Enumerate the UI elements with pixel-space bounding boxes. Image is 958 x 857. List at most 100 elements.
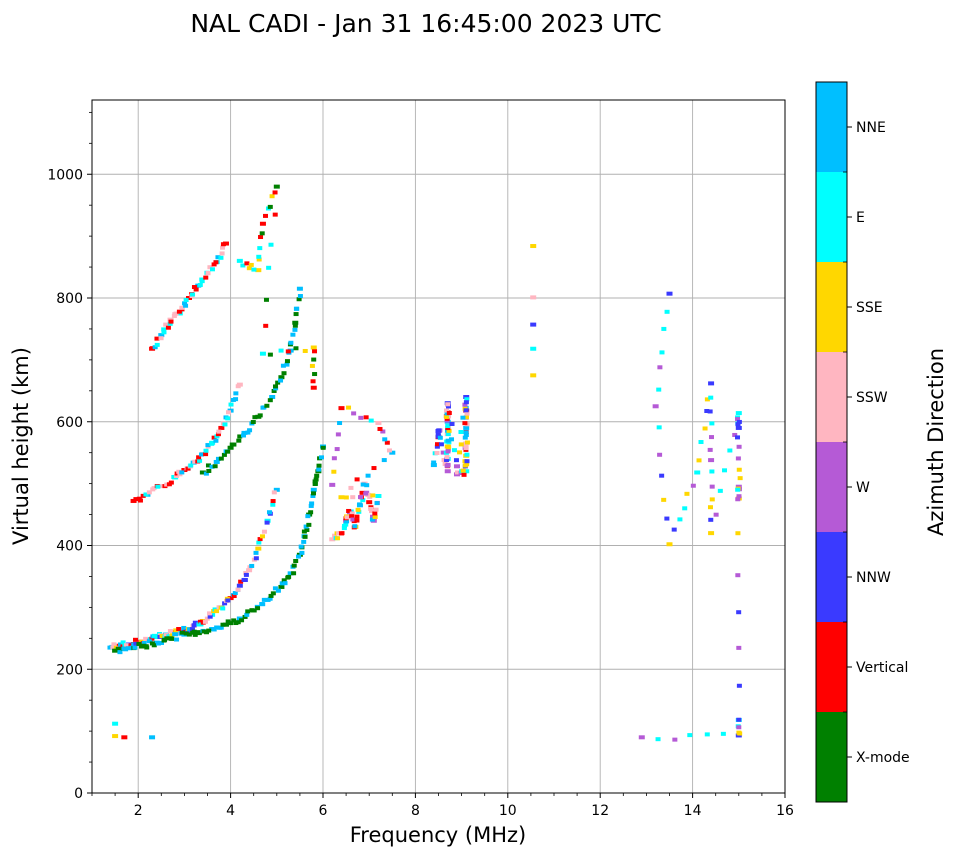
- echo-point: [293, 306, 299, 311]
- echo-point: [266, 265, 272, 270]
- echo-point: [677, 517, 683, 522]
- echo-point: [232, 591, 238, 596]
- echo-point: [268, 242, 274, 247]
- echo-point: [256, 257, 262, 262]
- echo-point: [203, 275, 209, 280]
- echo-point: [125, 646, 132, 651]
- echo-point: [687, 733, 693, 738]
- echo-point: [259, 221, 266, 226]
- echo-point: [268, 593, 274, 598]
- echo-point: [367, 494, 373, 499]
- echo-point: [312, 349, 318, 354]
- echo-point: [354, 477, 360, 482]
- echo-point: [449, 421, 455, 426]
- echo-point: [158, 333, 165, 338]
- echo-point: [708, 517, 714, 522]
- echo-point: [271, 388, 277, 393]
- echo-point: [382, 437, 388, 442]
- colorbar-label-ssw: SSW: [856, 390, 888, 406]
- y-axis-label: Virtual height (km): [9, 347, 33, 545]
- echo-point: [357, 502, 363, 507]
- echo-point: [255, 546, 262, 551]
- echo-point: [461, 472, 467, 477]
- echo-point: [310, 385, 317, 390]
- y-tick-label: 800: [56, 291, 83, 307]
- echo-point: [464, 459, 470, 464]
- echo-point: [292, 320, 299, 325]
- echo-point: [243, 572, 249, 577]
- echo-point: [176, 309, 182, 314]
- echo-point: [463, 425, 470, 430]
- echo-point: [206, 468, 212, 473]
- echo-point: [235, 587, 241, 592]
- echo-point: [165, 325, 171, 330]
- echo-point: [284, 359, 290, 364]
- echo-point: [186, 632, 192, 637]
- echo-point: [239, 618, 245, 623]
- echo-point: [185, 466, 191, 471]
- echo-point: [690, 483, 696, 488]
- echo-point: [463, 395, 470, 399]
- echo-point: [717, 488, 723, 493]
- echo-point: [463, 469, 470, 474]
- echo-point: [285, 575, 291, 580]
- echo-point: [169, 633, 175, 638]
- echo-point: [310, 345, 317, 350]
- echo-point: [464, 440, 470, 445]
- echo-point: [338, 495, 345, 500]
- colorbar-label-w: W: [856, 480, 870, 496]
- x-tick-label: 4: [226, 803, 235, 819]
- echo-point: [213, 459, 220, 464]
- echo-point: [161, 327, 167, 332]
- echo-point: [241, 433, 247, 438]
- echo-point: [132, 637, 138, 642]
- echo-point: [279, 581, 285, 586]
- echo-point: [358, 415, 364, 420]
- echo-point: [220, 245, 226, 250]
- echo-point: [290, 332, 296, 337]
- echo-point: [151, 486, 157, 491]
- echo-point: [242, 577, 248, 582]
- echo-point: [271, 490, 277, 495]
- echo-point: [332, 533, 338, 538]
- echo-point: [464, 452, 470, 457]
- echo-point: [214, 609, 220, 614]
- echo-point: [360, 482, 366, 487]
- echo-point: [214, 434, 220, 439]
- echo-point: [444, 414, 450, 419]
- echo-point: [735, 573, 741, 578]
- echo-point: [270, 502, 276, 507]
- echo-point: [709, 469, 715, 474]
- echo-point: [661, 326, 667, 331]
- echo-point: [209, 464, 215, 469]
- echo-point: [335, 536, 341, 541]
- echo-point: [337, 421, 343, 426]
- colorbar-segment: [816, 352, 847, 442]
- echo-point: [445, 424, 451, 429]
- echo-point: [167, 629, 173, 634]
- echo-point: [154, 336, 160, 341]
- echo-point: [350, 495, 356, 500]
- echo-point: [436, 428, 442, 433]
- echo-point: [389, 450, 396, 455]
- echo-point: [139, 644, 145, 649]
- echo-point: [199, 277, 205, 282]
- echo-point: [370, 514, 376, 519]
- echo-point: [151, 643, 157, 648]
- echo-point: [329, 537, 336, 542]
- echo-point: [462, 463, 468, 468]
- echo-point: [355, 507, 361, 512]
- echo-point: [735, 456, 741, 461]
- echo-point: [664, 309, 670, 314]
- x-axis-label: Frequency (MHz): [350, 823, 526, 847]
- echo-point: [244, 261, 250, 266]
- colorbar-label-vertical: Vertical: [856, 660, 908, 676]
- echo-point: [181, 625, 187, 630]
- echo-point: [218, 456, 224, 461]
- echo-point: [207, 614, 213, 619]
- echo-point: [207, 265, 213, 270]
- echo-point: [293, 559, 299, 564]
- echo-point: [215, 432, 221, 437]
- echo-point: [310, 379, 316, 384]
